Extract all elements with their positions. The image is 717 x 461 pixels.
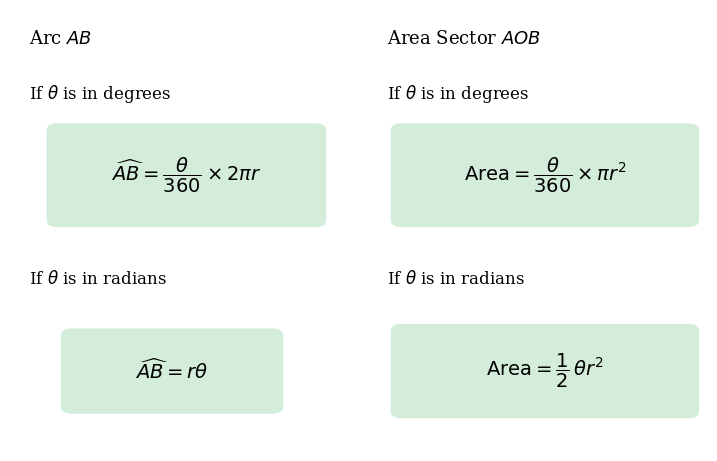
Text: $\mathrm{Area} = \dfrac{\theta}{360} \times \pi r^2$: $\mathrm{Area} = \dfrac{\theta}{360} \ti… <box>464 156 626 195</box>
FancyBboxPatch shape <box>47 124 326 227</box>
Text: If $\theta$ is in radians: If $\theta$ is in radians <box>29 270 166 288</box>
Text: If $\theta$ is in degrees: If $\theta$ is in degrees <box>387 83 529 105</box>
FancyBboxPatch shape <box>391 124 699 227</box>
Text: Arc $\mathit{AB}$: Arc $\mathit{AB}$ <box>29 30 92 48</box>
Text: $\widehat{AB} = \dfrac{\theta}{360} \times 2\pi r$: $\widehat{AB} = \dfrac{\theta}{360} \tim… <box>111 156 262 195</box>
Text: If $\theta$ is in degrees: If $\theta$ is in degrees <box>29 83 171 105</box>
Text: $\mathrm{Area} = \dfrac{1}{2}\, \theta r^2$: $\mathrm{Area} = \dfrac{1}{2}\, \theta r… <box>486 352 604 390</box>
FancyBboxPatch shape <box>391 324 699 419</box>
Text: Area Sector $\mathit{AOB}$: Area Sector $\mathit{AOB}$ <box>387 30 541 48</box>
Text: $\widehat{AB} = r\theta$: $\widehat{AB} = r\theta$ <box>136 359 209 383</box>
FancyBboxPatch shape <box>61 329 283 414</box>
Text: If $\theta$ is in radians: If $\theta$ is in radians <box>387 270 525 288</box>
